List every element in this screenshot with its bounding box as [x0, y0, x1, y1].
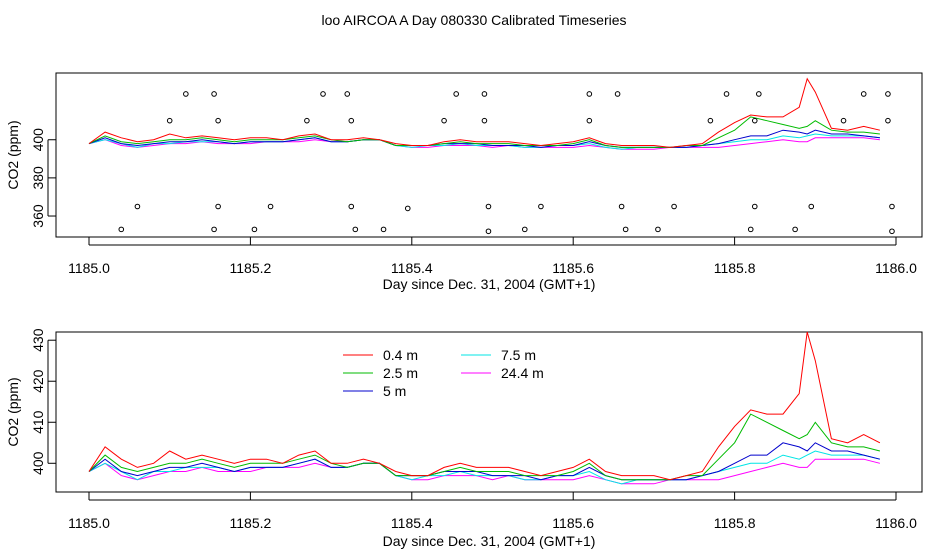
data-point [134, 203, 141, 210]
x-tick-label: 1185.8 [714, 515, 756, 531]
data-point [352, 226, 359, 233]
data-point [211, 91, 217, 97]
data-point [441, 117, 447, 124]
y-tick-label: 420 [30, 369, 46, 393]
x-tick-label: 1185.4 [391, 515, 433, 531]
top-x-axis-label: Day since Dec. 31, 2004 (GMT+1) [383, 276, 596, 292]
data-point [860, 91, 867, 97]
figure-title: loo AIRCOA A Day 080330 Calibrated Times… [321, 12, 626, 28]
data-point [751, 117, 758, 124]
legend-label: 5 m [383, 383, 406, 399]
x-tick-label: 1185.2 [230, 260, 272, 276]
top-y-axis-label: CO2 (ppm) [5, 120, 21, 189]
bottom-plot-frame [55, 331, 923, 493]
legend-label: 0.4 m [383, 347, 418, 363]
legend-label: 7.5 m [501, 347, 536, 363]
data-point [586, 91, 593, 97]
data-point [586, 117, 593, 124]
data-point [885, 91, 891, 97]
bottom-y-axis-label: CO2 (ppm) [5, 377, 21, 446]
x-tick-label: 1185.0 [68, 515, 110, 531]
data-point [671, 203, 677, 210]
data-point [792, 226, 798, 233]
data-point [348, 117, 355, 124]
series-line [88, 442, 881, 481]
series-line [88, 77, 881, 148]
series-line [88, 129, 880, 148]
data-point [723, 91, 730, 97]
y-tick-label: 380 [30, 166, 46, 190]
data-point [380, 226, 387, 233]
series-line [88, 413, 881, 481]
data-point [618, 203, 625, 210]
data-point [481, 91, 488, 97]
data-point [622, 226, 629, 233]
data-point [751, 203, 758, 210]
data-point [614, 91, 621, 97]
data-point [304, 117, 310, 124]
bottom-x-axis-label: Day since Dec. 31, 2004 (GMT+1) [383, 533, 596, 549]
data-point [747, 226, 754, 233]
data-point [183, 91, 189, 97]
x-tick-label: 1185.4 [391, 260, 433, 276]
data-point [521, 226, 528, 233]
data-point [344, 91, 351, 97]
data-point [251, 226, 258, 233]
x-tick-label: 1185.2 [230, 515, 272, 531]
y-tick-label: 400 [30, 451, 46, 475]
top-panel: Day since Dec. 31, 2004 (GMT+1) CO2 (ppm… [5, 72, 923, 292]
x-tick-label: 1185.8 [714, 260, 756, 276]
legend-label: 2.5 m [383, 365, 418, 381]
y-tick-label: 430 [30, 328, 46, 352]
legend-label: 24.4 m [501, 365, 544, 381]
data-point [485, 203, 492, 210]
data-point [404, 205, 411, 212]
data-point [211, 226, 217, 233]
x-tick-label: 1185.0 [68, 260, 110, 276]
data-point [320, 91, 326, 97]
data-point [889, 203, 895, 210]
data-point [267, 203, 274, 210]
bottom-panel: Day since Dec. 31, 2004 (GMT+1) CO2 (ppm… [5, 328, 923, 549]
data-point [348, 203, 355, 210]
x-tick-label: 1185.6 [552, 260, 594, 276]
data-point [481, 117, 488, 124]
y-tick-label: 360 [30, 204, 46, 228]
data-point [885, 117, 891, 124]
data-point [485, 228, 492, 235]
data-point [215, 117, 221, 124]
series-line [88, 137, 880, 150]
data-point [889, 228, 895, 235]
series-line [88, 331, 881, 481]
x-tick-label: 1185.6 [552, 515, 594, 531]
data-point [215, 203, 221, 210]
data-point [756, 91, 762, 97]
top-plot-frame [55, 72, 923, 238]
data-point [840, 117, 847, 124]
data-point [808, 203, 815, 210]
y-tick-label: 410 [30, 410, 46, 434]
series-line [88, 116, 880, 148]
y-tick-label: 400 [30, 128, 46, 152]
data-point [166, 117, 173, 124]
legend: 0.4 m 2.5 m 5 m 7.5 m 24.4 m [343, 347, 544, 399]
data-point [655, 226, 661, 233]
x-tick-label: 1186.0 [875, 515, 917, 531]
x-tick-label: 1186.0 [875, 260, 917, 276]
data-point [707, 117, 714, 124]
series-line [88, 458, 881, 485]
data-point [453, 91, 459, 97]
data-point [538, 203, 544, 210]
data-point [118, 226, 125, 233]
